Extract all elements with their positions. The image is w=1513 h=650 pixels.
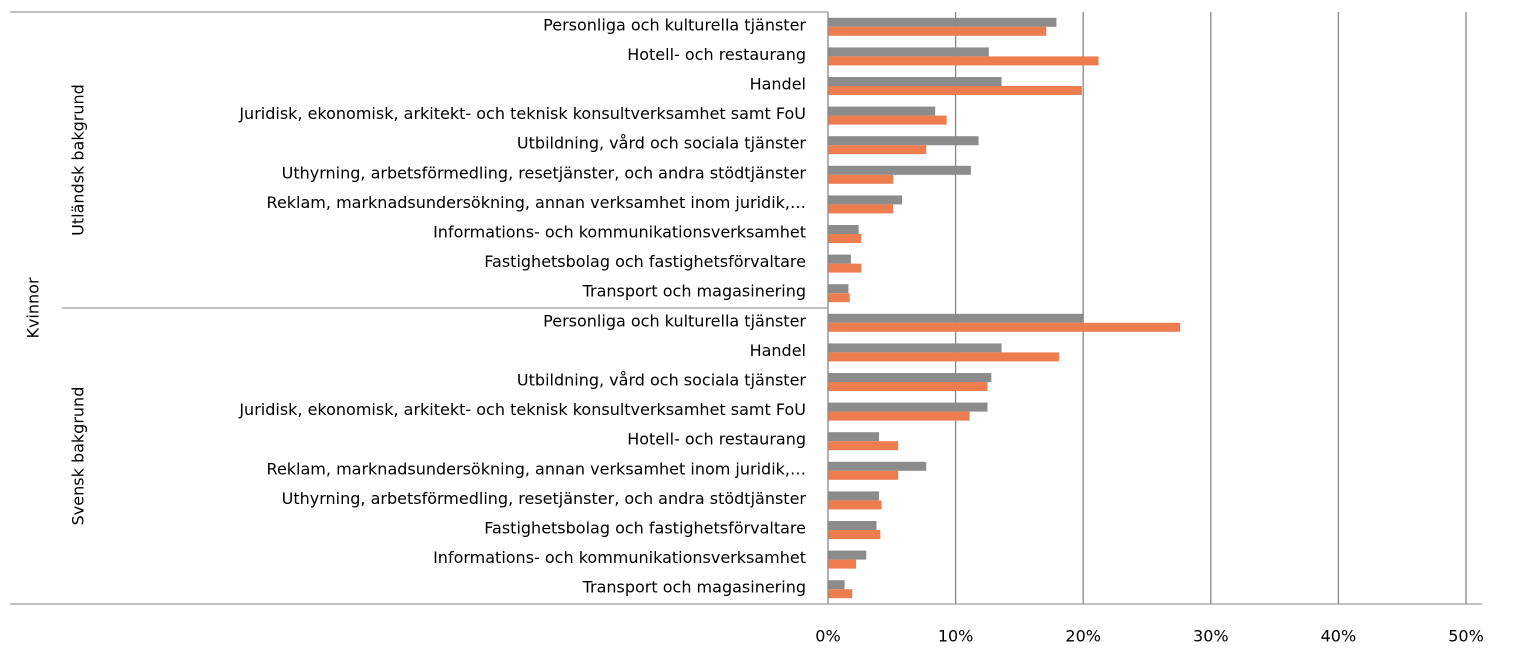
category-label: Uthyrning, arbetsförmedling, resetjänste… bbox=[282, 163, 807, 182]
bar bbox=[828, 115, 947, 125]
bar bbox=[828, 174, 894, 184]
bar bbox=[828, 204, 894, 214]
bar bbox=[828, 47, 989, 57]
category-label: Transport och magasinering bbox=[582, 282, 806, 301]
bar bbox=[828, 550, 867, 560]
bar bbox=[828, 589, 853, 599]
bar bbox=[828, 402, 988, 412]
bar bbox=[828, 77, 1002, 86]
x-tick-label: 0% bbox=[815, 627, 840, 646]
bar bbox=[828, 136, 979, 146]
bar bbox=[828, 461, 927, 471]
category-label: Fastighetsbolag och fastighetsförvaltare bbox=[484, 252, 806, 271]
bar bbox=[828, 491, 880, 501]
x-tick-label: 10% bbox=[938, 627, 974, 646]
bar bbox=[828, 86, 1082, 95]
category-label: Hotell- och restaurang bbox=[627, 45, 806, 64]
category-label: Personliga och kulturella tjänster bbox=[543, 15, 806, 34]
category-label: Reklam, marknadsundersökning, annan verk… bbox=[267, 459, 806, 478]
bar bbox=[828, 411, 970, 421]
category-label: Hotell- och restaurang bbox=[627, 430, 806, 449]
bar bbox=[828, 254, 851, 264]
bar bbox=[828, 559, 857, 569]
bar bbox=[828, 441, 899, 451]
outer-label: Kvinnor bbox=[24, 277, 43, 338]
bar bbox=[828, 145, 927, 155]
x-tick-label: 20% bbox=[1065, 627, 1101, 646]
category-label: Reklam, marknadsundersökning, annan verk… bbox=[267, 193, 806, 212]
category-label: Uthyrning, arbetsförmedling, resetjänste… bbox=[282, 489, 807, 508]
bar bbox=[828, 165, 971, 175]
category-label: Handel bbox=[750, 341, 806, 360]
bar bbox=[828, 313, 1084, 323]
bar bbox=[828, 580, 845, 590]
category-label: Juridisk, ekonomisk, arkitekt- och tekni… bbox=[238, 400, 806, 419]
group-label: Utländsk bakgrund bbox=[69, 84, 88, 236]
bar bbox=[828, 530, 881, 539]
bar bbox=[828, 234, 862, 243]
bar bbox=[828, 17, 1057, 27]
bar bbox=[828, 352, 1059, 362]
x-tick-label: 40% bbox=[1321, 627, 1357, 646]
category-label: Handel bbox=[750, 75, 806, 94]
group-label: Svensk bakgrund bbox=[69, 387, 88, 526]
x-tick-label: 30% bbox=[1193, 627, 1229, 646]
category-label: Informations- och kommunikationsverksamh… bbox=[433, 548, 806, 567]
category-label: Utbildning, vård och sociala tjänster bbox=[517, 371, 806, 390]
bar bbox=[828, 322, 1181, 332]
category-label: Juridisk, ekonomisk, arkitekt- och tekni… bbox=[238, 104, 806, 123]
bar bbox=[828, 284, 849, 294]
bar bbox=[828, 470, 899, 480]
bar bbox=[828, 373, 992, 382]
x-tick-label: 50% bbox=[1448, 627, 1484, 646]
category-label: Transport och magasinering bbox=[582, 578, 806, 597]
bar bbox=[828, 343, 1002, 353]
bar bbox=[828, 195, 903, 205]
bar bbox=[828, 106, 936, 116]
bar bbox=[828, 26, 1047, 36]
bar bbox=[828, 263, 862, 273]
bar bbox=[828, 500, 882, 510]
category-label: Utbildning, vård och sociala tjänster bbox=[517, 134, 806, 153]
bar bbox=[828, 293, 850, 303]
bar bbox=[828, 56, 1099, 66]
bar bbox=[828, 382, 988, 391]
bar bbox=[828, 521, 877, 530]
category-label: Fastighetsbolag och fastighetsförvaltare bbox=[484, 519, 806, 538]
bar bbox=[828, 225, 859, 234]
bar bbox=[828, 432, 880, 442]
category-label: Informations- och kommunikationsverksamh… bbox=[433, 223, 806, 242]
category-label: Personliga och kulturella tjänster bbox=[543, 311, 806, 330]
